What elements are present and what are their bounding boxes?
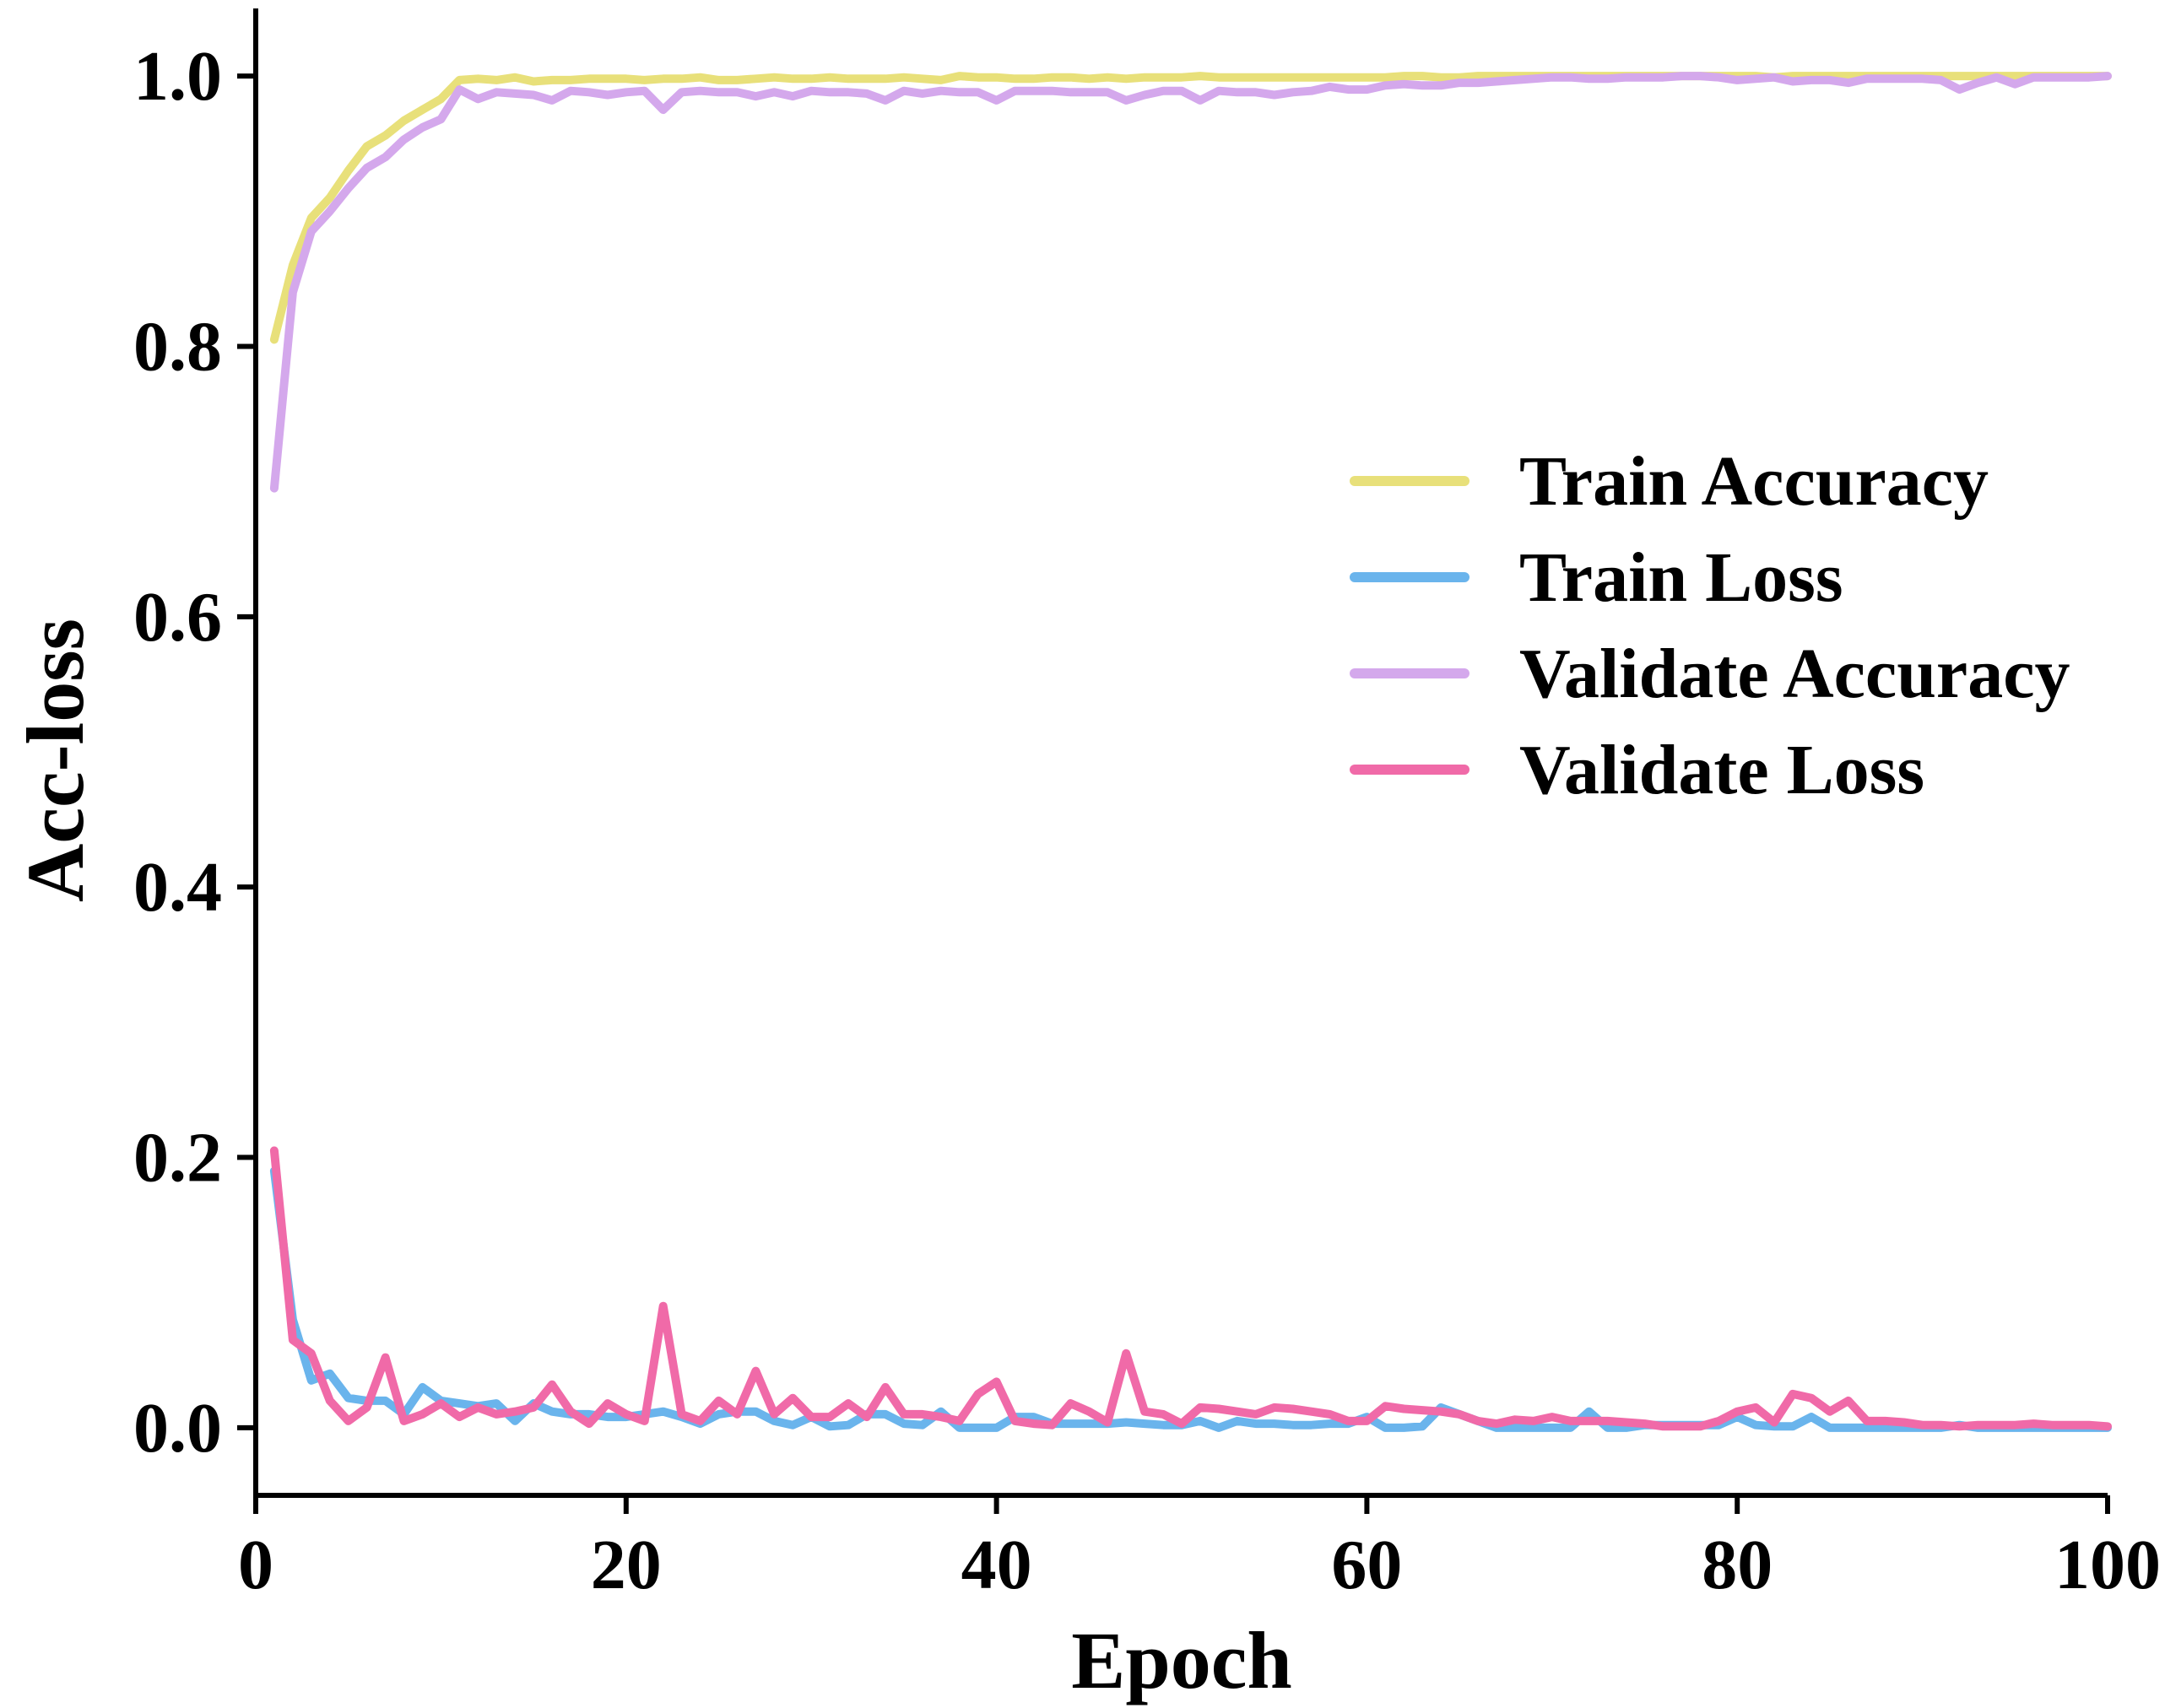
x-tick-label: 0 [238,1526,273,1604]
legend-label: Validate Loss [1519,731,1924,809]
y-tick-label: 1.0 [133,37,222,116]
legend-label: Validate Accuracy [1519,635,2070,713]
x-tick-label: 20 [591,1526,662,1604]
axes [253,8,2108,1498]
series-line-train-accuracy [269,72,2112,344]
series-layer [269,72,2112,1432]
y-tick-label: 0.0 [133,1389,222,1467]
x-tick-label: 40 [961,1526,1032,1604]
y-tick-label: 0.8 [133,307,222,386]
y-tick-label: 0.4 [133,848,222,927]
series-line-validate-accuracy [269,72,2112,493]
legend-label: Train Accuracy [1519,442,1989,521]
y-tick-label: 0.6 [133,578,222,657]
legend-label: Train Loss [1519,538,1843,617]
x-tick-label: 60 [1331,1526,1402,1604]
x-tick-label: 80 [1702,1526,1773,1604]
legend: Train Accuracy Train Loss Validate Accurac… [1350,442,2070,809]
y-axis-title: Acc-loss [10,619,100,902]
x-axis-title: Epoch [1071,1615,1291,1705]
y-tick-label: 0.2 [133,1119,222,1197]
x-tick-label: 100 [2054,1526,2161,1604]
ticks: 0 20 40 60 80 100 0.0 0.2 0.4 0.6 0.8 1.0 [133,37,2161,1604]
series-line-validate-loss [269,1146,2112,1431]
